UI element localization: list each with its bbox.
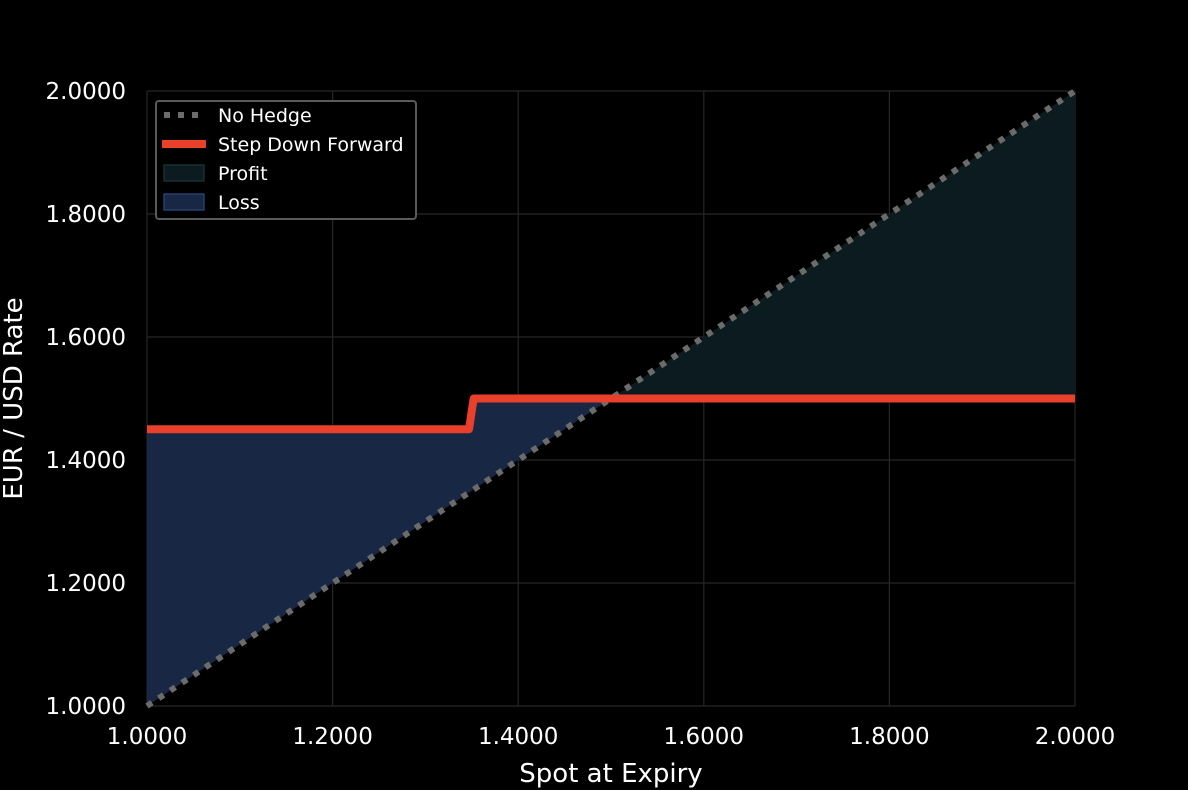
- legend-frame: [155, 100, 417, 220]
- legend-label-no-hedge: No Hedge: [218, 105, 312, 127]
- y-tick-label: 1.0000: [46, 694, 126, 720]
- tick-labels: 1.0000 1.2000 1.4000 1.6000 1.8000 2.0000 1.00…: [46, 79, 1116, 750]
- x-axis-label: Spot at Expiry: [519, 759, 702, 789]
- legend-label-profit: Profit: [218, 163, 268, 185]
- x-tick-label: 1.2000: [292, 724, 372, 750]
- legend-label-step-down-forward: Step Down Forward: [218, 134, 404, 156]
- loss-area: [147, 398, 611, 706]
- series-lines: [145, 88, 1077, 709]
- no-hedge-line: [145, 88, 1077, 709]
- x-tick-label: 1.8000: [849, 724, 929, 750]
- x-tick-label: 1.6000: [664, 724, 744, 750]
- legend-swatch-loss: [163, 193, 205, 211]
- y-axis-label: EUR / USD Rate: [0, 297, 29, 499]
- profit-area: [611, 91, 1075, 399]
- legend: No Hedge Step Down Forward Profit Loss: [155, 100, 417, 220]
- y-tick-label: 2.0000: [46, 79, 126, 105]
- y-tick-label: 1.4000: [46, 448, 126, 474]
- filled-areas: [147, 91, 1075, 706]
- legend-label-loss: Loss: [218, 192, 260, 214]
- y-tick-label: 1.6000: [46, 325, 126, 351]
- y-tick-label: 1.2000: [46, 571, 126, 597]
- y-tick-label: 1.8000: [46, 202, 126, 228]
- legend-swatch-profit: [163, 164, 205, 182]
- x-tick-label: 1.0000: [107, 724, 187, 750]
- x-tick-label: 2.0000: [1035, 724, 1115, 750]
- x-tick-label: 1.4000: [478, 724, 558, 750]
- step-down-forward-line: [147, 394, 1075, 434]
